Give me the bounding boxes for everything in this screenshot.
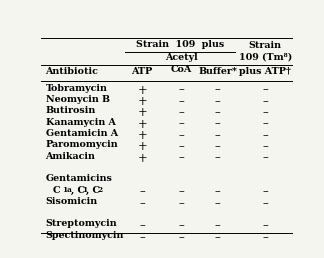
Text: ATP: ATP (132, 67, 153, 76)
Text: –: – (262, 106, 268, 119)
Text: Paromomycin: Paromomycin (45, 140, 118, 149)
Text: +: + (137, 106, 147, 119)
Text: Strain: Strain (249, 41, 282, 50)
Text: Acetyl: Acetyl (165, 53, 198, 62)
Text: Butirosin: Butirosin (45, 106, 96, 115)
Text: –: – (262, 129, 268, 142)
Text: –: – (178, 220, 184, 232)
Text: –: – (178, 151, 184, 165)
Text: Amikacin: Amikacin (45, 151, 95, 160)
Text: –: – (215, 118, 220, 131)
Text: 1: 1 (82, 186, 87, 194)
Text: Strain  109  plus: Strain 109 plus (136, 40, 224, 49)
Text: –: – (262, 95, 268, 108)
Text: +: + (137, 151, 147, 165)
Text: +: + (137, 118, 147, 131)
Text: Neomycin B: Neomycin B (45, 95, 110, 104)
Text: Gentamicins: Gentamicins (45, 174, 112, 183)
Text: Spectinomycin: Spectinomycin (45, 231, 124, 240)
Text: +: + (137, 95, 147, 108)
Text: Streptomycin: Streptomycin (45, 220, 117, 229)
Text: –: – (215, 129, 220, 142)
Text: 1a: 1a (62, 186, 72, 194)
Text: –: – (139, 197, 145, 210)
Text: –: – (178, 197, 184, 210)
Text: –: – (215, 106, 220, 119)
Text: –: – (139, 231, 145, 244)
Text: –: – (262, 84, 268, 96)
Text: , C: , C (71, 186, 85, 195)
Text: –: – (178, 140, 184, 153)
Text: C: C (53, 186, 61, 195)
Text: CoA: CoA (170, 65, 192, 74)
Text: plus ATP†: plus ATP† (239, 67, 291, 76)
Text: Tobramycin: Tobramycin (45, 84, 107, 93)
Text: –: – (215, 231, 220, 244)
Text: –: – (178, 186, 184, 198)
Text: –: – (178, 106, 184, 119)
Text: –: – (262, 140, 268, 153)
Text: +: + (137, 129, 147, 142)
Text: Buffer*: Buffer* (198, 67, 237, 76)
Text: Antibiotic: Antibiotic (45, 67, 98, 76)
Text: –: – (262, 197, 268, 210)
Text: –: – (262, 118, 268, 131)
Text: +: + (137, 84, 147, 96)
Text: –: – (139, 220, 145, 232)
Text: –: – (215, 220, 220, 232)
Text: –: – (139, 186, 145, 198)
Text: –: – (178, 129, 184, 142)
Text: –: – (262, 186, 268, 198)
Text: –: – (178, 95, 184, 108)
Text: Sisomicin: Sisomicin (45, 197, 98, 206)
Text: –: – (262, 231, 268, 244)
Text: –: – (215, 186, 220, 198)
Text: 109 (Tm⁸): 109 (Tm⁸) (238, 53, 292, 62)
Text: , C: , C (87, 186, 100, 195)
Text: –: – (262, 220, 268, 232)
Text: –: – (262, 151, 268, 165)
Text: Gentamicin A: Gentamicin A (45, 129, 118, 138)
Text: +: + (137, 140, 147, 153)
Text: –: – (215, 197, 220, 210)
Text: –: – (178, 118, 184, 131)
Text: –: – (215, 95, 220, 108)
Text: –: – (178, 84, 184, 96)
Text: 2: 2 (98, 186, 103, 194)
Text: –: – (215, 84, 220, 96)
Text: Kanamycin A: Kanamycin A (45, 118, 115, 127)
Text: –: – (178, 231, 184, 244)
Text: –: – (215, 151, 220, 165)
Text: –: – (215, 140, 220, 153)
